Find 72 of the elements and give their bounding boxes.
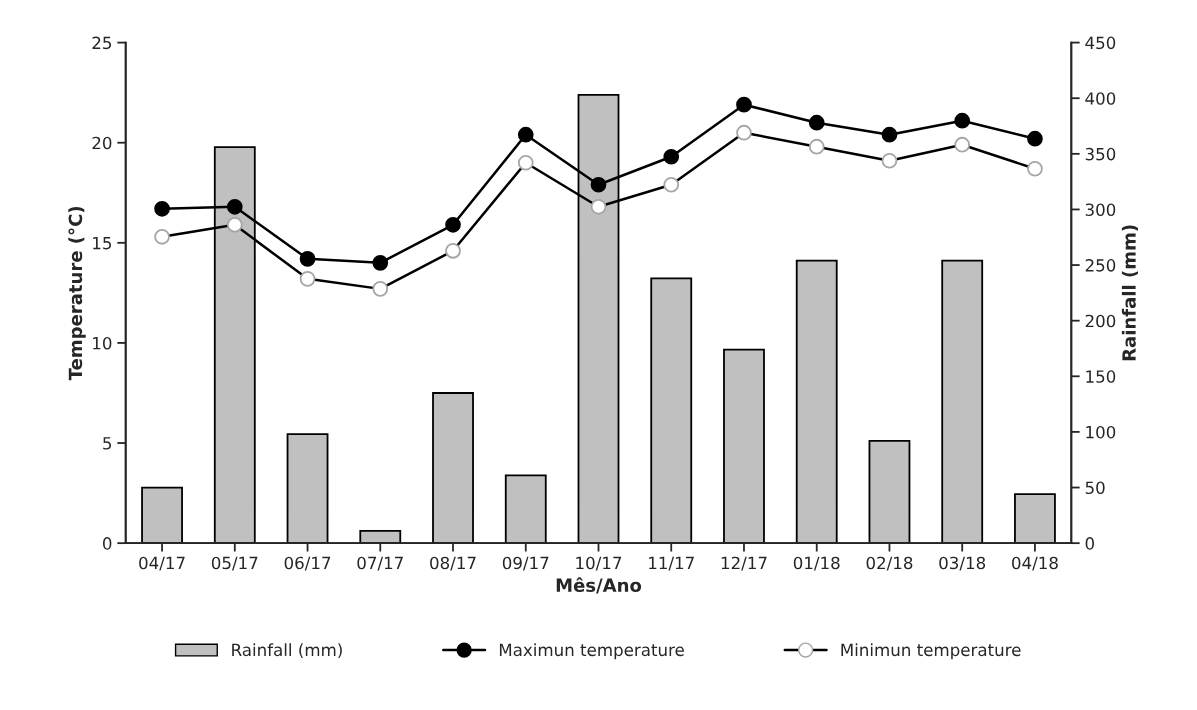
y-tick-label: 10 [93, 336, 112, 350]
x-tick-label: 10/17 [576, 556, 622, 571]
x-tick-label: 06/17 [284, 556, 331, 571]
x-tick-label: 03/18 [939, 556, 986, 571]
y-tick-label: 20 [92, 136, 112, 150]
y-tick-label: 25 [92, 36, 112, 50]
bar [941, 259, 984, 544]
legend-label: Minimun temperature [841, 643, 1021, 660]
y2-tick-label: 350 [1085, 147, 1116, 161]
point [954, 112, 971, 129]
x-tick-label: 04/17 [139, 556, 185, 571]
x-tick-label: 08/17 [430, 556, 476, 571]
y2-tick-label: 50 [1085, 481, 1105, 495]
x-tick-label: 09/17 [502, 556, 549, 571]
y2-tick-label: 0 [1085, 537, 1095, 550]
y-tick-label: 5 [103, 437, 112, 450]
legend-label: Rainfall (mm) [232, 643, 342, 659]
point [808, 138, 825, 155]
point [736, 124, 752, 141]
y2-tick-label: 100 [1086, 425, 1116, 439]
y-axis-title: Temperature (°C) [68, 206, 86, 381]
y2-tick-label: 450 [1085, 36, 1116, 50]
x-tick-label: 04/18 [1012, 556, 1058, 571]
point [372, 281, 389, 297]
point [226, 216, 243, 233]
y2-tick-label: 400 [1085, 92, 1116, 105]
x-tick-label: 02/18 [866, 556, 913, 571]
y2-tick-label: 150 [1086, 370, 1116, 383]
point [226, 198, 243, 215]
x-axis-title: Mês/Ano [556, 577, 642, 594]
bar [795, 259, 838, 544]
point [663, 148, 680, 165]
bar [1014, 493, 1056, 544]
x-tick-label: 11/17 [649, 556, 694, 571]
legend-label: Maximun temperature [499, 643, 684, 660]
x-tick-label: 01/18 [793, 556, 840, 571]
point [590, 176, 607, 193]
point [445, 242, 461, 259]
point [881, 126, 898, 143]
point [881, 152, 898, 169]
point [154, 200, 170, 217]
x-tick-label: 05/17 [211, 556, 258, 571]
bar [868, 439, 911, 544]
point [1027, 160, 1043, 177]
bar [432, 392, 474, 544]
point [590, 198, 607, 215]
bar [650, 277, 693, 544]
bar [359, 530, 402, 544]
bar [141, 486, 183, 544]
y-tick-label: 0 [102, 537, 112, 550]
y2-tick-label: 200 [1085, 314, 1116, 328]
point [1027, 130, 1043, 147]
y-tick-label: 15 [93, 237, 112, 250]
point [372, 254, 389, 271]
point [954, 136, 971, 153]
point [517, 154, 534, 171]
point [299, 271, 316, 287]
point [299, 250, 316, 267]
y2-axis-title: Rainfall (mm) [1121, 225, 1138, 361]
y2-tick-label: 250 [1085, 259, 1116, 272]
point [663, 176, 680, 193]
x-tick-label: 07/17 [357, 556, 403, 571]
bar [723, 348, 765, 544]
x-tick-label: 12/17 [721, 556, 767, 571]
point [736, 96, 752, 113]
point [154, 228, 170, 245]
point [517, 126, 534, 143]
bar [504, 474, 547, 544]
bar [286, 433, 329, 544]
point [445, 216, 461, 233]
point [808, 114, 825, 131]
y2-tick-label: 300 [1085, 203, 1116, 217]
